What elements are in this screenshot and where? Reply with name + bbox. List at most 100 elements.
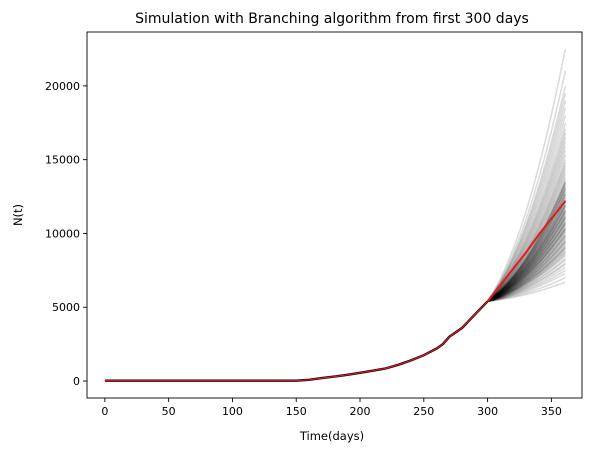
simulation-line: [487, 241, 567, 303]
simulation-line: [487, 225, 567, 303]
simulation-line: [487, 211, 567, 302]
simulation-line: [487, 146, 567, 302]
y-tick-label: 10000: [45, 227, 80, 240]
simulation-line: [487, 230, 567, 303]
simulation-line: [487, 237, 567, 303]
simulation-line: [487, 234, 567, 303]
history-line: [104, 300, 489, 382]
simulation-line: [487, 210, 567, 302]
simulation-line: [487, 257, 566, 303]
simulation-line: [487, 223, 567, 303]
simulation-line: [487, 182, 567, 302]
simulation-line: [487, 208, 567, 302]
simulation-line: [487, 246, 566, 303]
mean-line: [486, 200, 567, 302]
simulation-line: [487, 238, 567, 303]
simulation-line: [487, 141, 567, 302]
simulation-line: [487, 184, 567, 302]
simulation-line: [487, 212, 567, 302]
simulation-line: [487, 181, 567, 302]
simulation-line: [487, 243, 566, 303]
simulation-line: [487, 263, 566, 303]
simulation-line: [487, 249, 566, 303]
y-tick-label: 20000: [45, 80, 80, 93]
simulation-line: [487, 213, 567, 302]
simulation-line: [487, 224, 567, 303]
simulation-line: [487, 232, 567, 303]
y-tick-label: 15000: [45, 154, 80, 167]
simulation-line: [487, 229, 567, 303]
simulation-line: [487, 247, 566, 303]
simulation-line: [487, 171, 567, 302]
simulation-line: [487, 217, 567, 303]
simulation-line: [487, 199, 567, 302]
simulation-line: [486, 70, 567, 302]
simulation-line: [487, 196, 567, 302]
simulation-line: [487, 252, 566, 303]
x-tick-label: 250: [413, 405, 434, 418]
x-tick-label: 200: [350, 405, 371, 418]
simulation-line: [487, 266, 566, 303]
simulation-line: [487, 154, 567, 302]
y-axis: 0 5000 10000 15000 20000: [45, 80, 87, 388]
simulation-line: [487, 206, 567, 302]
simulation-line: [487, 231, 567, 303]
simulation-line: [487, 193, 567, 302]
simulation-line: [487, 222, 567, 303]
simulation-line: [487, 281, 566, 303]
simulation-line: [487, 216, 567, 303]
simulation-line: [487, 177, 567, 302]
simulation-line: [487, 246, 566, 303]
simulation-line: [487, 227, 567, 303]
simulation-line: [487, 205, 567, 302]
x-tick-label: 0: [101, 405, 108, 418]
simulation-line: [487, 240, 567, 303]
simulation-line: [487, 204, 567, 302]
history-mean-line: [104, 300, 489, 382]
simulation-line: [487, 150, 567, 302]
simulation-line: [487, 227, 567, 303]
simulation-line: [487, 215, 567, 303]
x-tick-label: 150: [286, 405, 307, 418]
simulation-line: [487, 179, 567, 302]
simulation-line: [487, 174, 567, 302]
simulation-line: [487, 276, 566, 303]
simulation-line: [487, 250, 566, 303]
x-tick-label: 300: [477, 405, 498, 418]
simulation-line: [487, 185, 567, 302]
simulation-line: [487, 187, 567, 302]
x-tick-label: 100: [222, 405, 243, 418]
simulation-line: [487, 219, 567, 303]
x-tick-label: 50: [162, 405, 176, 418]
simulation-line: [487, 210, 567, 302]
simulation-line: [487, 221, 567, 303]
simulation-line: [487, 216, 567, 303]
y-axis-label: N(t): [11, 204, 25, 226]
simulation-line: [487, 254, 566, 303]
simulation-line: [487, 259, 566, 303]
simulation-line: [487, 253, 566, 303]
simulation-line: [487, 262, 566, 303]
simulation-line: [487, 197, 567, 302]
simulation-line: [487, 200, 567, 302]
chart-title: Simulation with Branching algorithm from…: [135, 11, 529, 27]
simulation-line: [487, 228, 567, 303]
axes-frame: [86, 31, 583, 399]
simulation-line: [487, 194, 567, 302]
simulation-line: [486, 48, 567, 302]
simulation-line: [487, 221, 567, 303]
plot-area: [104, 48, 567, 382]
simulation-line: [487, 199, 567, 302]
simulation-line: [487, 218, 567, 303]
x-tick-label: 350: [541, 405, 562, 418]
x-axis-label: Time(days): [299, 429, 364, 443]
simulation-line: [487, 193, 567, 302]
x-axis: 0 50 100 150 200 250 300 350: [101, 398, 562, 418]
simulation-line: [487, 202, 567, 302]
simulation-line: [487, 235, 567, 303]
simulation-line: [487, 205, 567, 302]
simulation-line: [486, 93, 567, 302]
y-tick-label: 5000: [52, 301, 80, 314]
simulation-line: [487, 244, 566, 303]
